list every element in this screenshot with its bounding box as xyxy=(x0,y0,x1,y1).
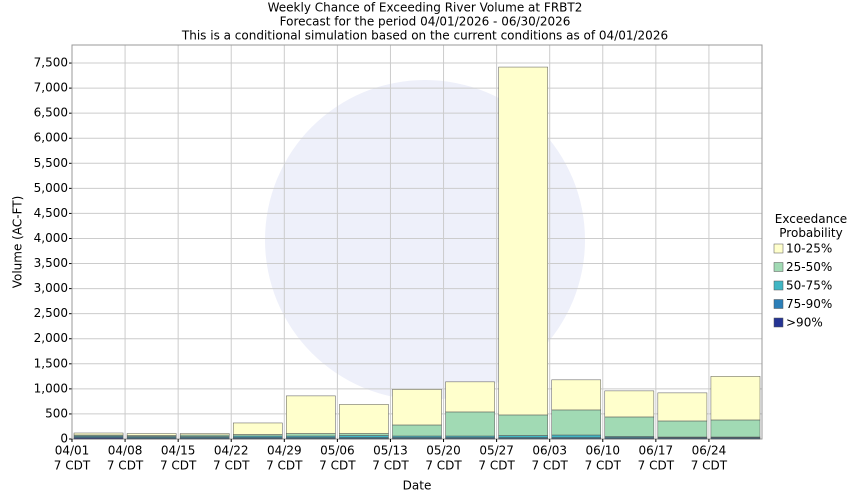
x-tick-label: 04/15 xyxy=(161,444,196,458)
chart-subtitle: Forecast for the period 04/01/2026 - 06/… xyxy=(280,15,571,29)
bar-segment xyxy=(179,433,230,436)
y-tick-label: 0 xyxy=(60,432,68,446)
y-tick-label: 1,000 xyxy=(34,381,68,395)
y-tick-label: 2,000 xyxy=(34,331,68,345)
y-tick-label: 4,000 xyxy=(34,231,68,245)
y-axis-label: Volume (AC-FT) xyxy=(11,196,25,289)
y-tick-label: 6,000 xyxy=(34,131,68,145)
bar-segment xyxy=(392,424,442,437)
x-tick-sublabel: 7 CDT xyxy=(478,459,515,473)
bar-segment xyxy=(339,404,389,434)
x-tick-sublabel: 7 CDT xyxy=(638,459,675,473)
legend-label: 75-90% xyxy=(786,297,832,311)
x-tick-sublabel: 7 CDT xyxy=(319,459,356,473)
x-tick-label: 05/06 xyxy=(320,444,355,458)
legend-swatch xyxy=(773,262,784,272)
bar-segment xyxy=(126,433,177,436)
x-tick-sublabel: 7 CDT xyxy=(213,459,250,473)
legend-label: 25-50% xyxy=(786,260,832,274)
bar-segment xyxy=(551,379,602,411)
bar-segment xyxy=(498,435,548,438)
bar-segment xyxy=(445,381,495,413)
bar-segment xyxy=(604,416,655,437)
x-tick-sublabel: 7 CDT xyxy=(425,459,462,473)
legend-label: 50-75% xyxy=(786,279,832,293)
legend-title: Exceedance Probability xyxy=(774,212,848,240)
y-tick-label: 4,500 xyxy=(34,206,68,220)
bar-segment xyxy=(232,422,283,435)
bar-segment xyxy=(339,435,389,438)
bar-segment xyxy=(657,392,708,422)
bar-segment xyxy=(286,433,336,437)
bar-segment xyxy=(710,419,761,438)
x-tick-label: 04/29 xyxy=(267,444,302,458)
bar-segment xyxy=(445,411,495,437)
x-tick-label: 04/01 xyxy=(55,444,90,458)
bar-segment xyxy=(339,433,389,436)
y-tick-label: 3,000 xyxy=(34,281,68,295)
bar-segment xyxy=(604,390,655,418)
bar-segment xyxy=(551,434,602,438)
x-tick-sublabel: 7 CDT xyxy=(160,459,197,473)
bar-segment xyxy=(551,409,602,436)
y-tick-label: 3,500 xyxy=(34,256,68,270)
x-tick-label: 04/22 xyxy=(214,444,249,458)
x-tick-label: 05/27 xyxy=(479,444,514,458)
y-tick-label: 7,000 xyxy=(34,81,68,95)
y-tick-label: 500 xyxy=(45,406,68,420)
y-tick-label: 1,500 xyxy=(34,356,68,370)
x-tick-sublabel: 7 CDT xyxy=(531,459,568,473)
y-tick-label: 2,500 xyxy=(34,306,68,320)
bar-segment xyxy=(73,432,124,436)
x-axis-label: Date xyxy=(403,479,432,493)
y-tick-label: 5,500 xyxy=(34,156,68,170)
x-tick-sublabel: 7 CDT xyxy=(266,459,303,473)
bar-segment xyxy=(498,66,548,416)
bar-segment xyxy=(392,389,442,426)
bar-segment xyxy=(710,376,761,421)
legend-swatch xyxy=(773,280,784,291)
legend-label: >90% xyxy=(786,316,823,330)
bar-segment xyxy=(286,395,336,434)
x-tick-label: 06/03 xyxy=(532,444,567,458)
x-tick-sublabel: 7 CDT xyxy=(107,459,144,473)
legend-swatch xyxy=(773,317,784,328)
x-tick-label: 06/24 xyxy=(692,444,727,458)
x-tick-sublabel: 7 CDT xyxy=(54,459,91,473)
x-tick-label: 05/13 xyxy=(373,444,408,458)
x-tick-label: 05/20 xyxy=(426,444,461,458)
legend-swatch xyxy=(773,299,784,309)
chart-note: This is a conditional simulation based o… xyxy=(181,29,668,43)
legend-label: 10-25% xyxy=(786,242,832,256)
chart-title: Weekly Chance of Exceeding River Volume … xyxy=(268,1,583,15)
bar-segment xyxy=(498,414,548,436)
x-tick-label: 04/08 xyxy=(108,444,143,458)
y-tick-label: 6,500 xyxy=(34,106,68,120)
x-tick-sublabel: 7 CDT xyxy=(585,459,622,473)
y-tick-label: 7,500 xyxy=(34,56,68,70)
bar-segment xyxy=(657,420,708,438)
legend-swatch xyxy=(773,243,784,254)
x-tick-sublabel: 7 CDT xyxy=(372,459,409,473)
x-tick-label: 06/10 xyxy=(585,444,620,458)
y-tick-label: 5,000 xyxy=(34,181,68,195)
x-tick-sublabel: 7 CDT xyxy=(691,459,728,473)
x-tick-label: 06/17 xyxy=(639,444,674,458)
